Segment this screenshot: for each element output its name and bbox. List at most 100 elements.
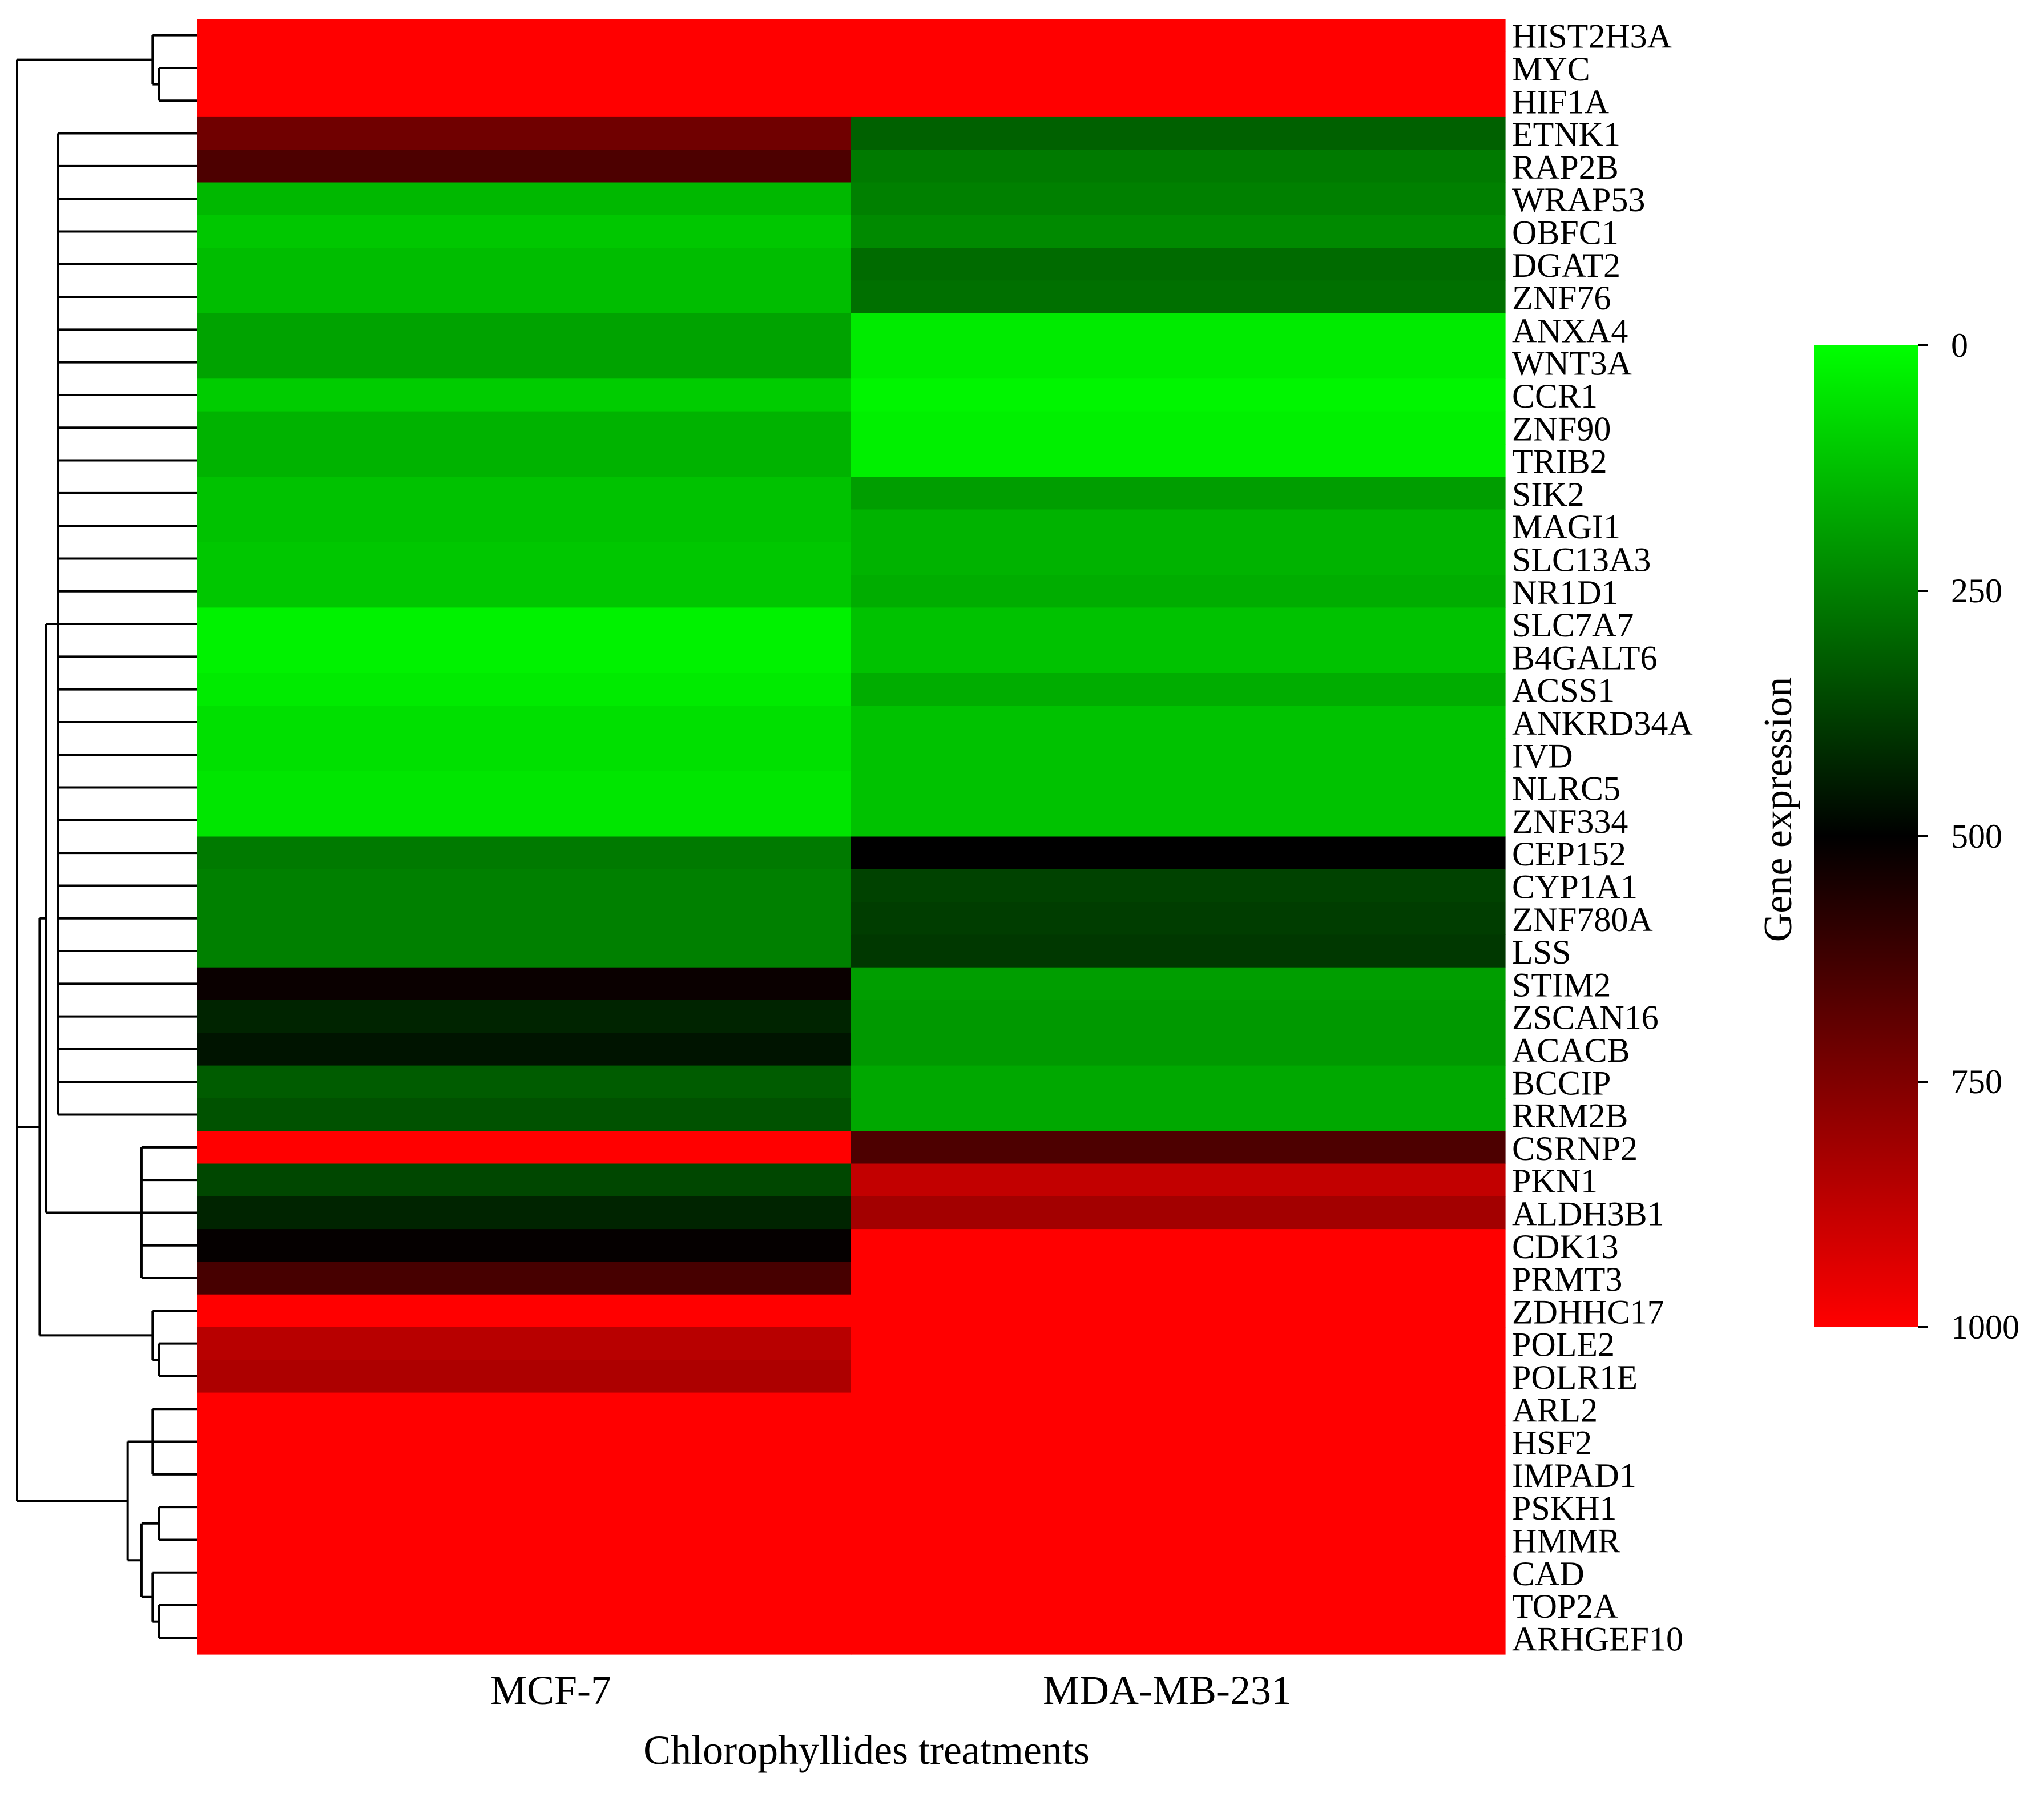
gene-label: ANKRD34A [1512,704,1693,742]
gene-label: B4GALT6 [1512,639,1657,676]
x-axis-title: Chlorophyllides treatments [643,1727,1090,1773]
colorbar-ticks: 0 250 500 750 1000 [1918,327,2019,1346]
heatmap-cell [851,575,1506,608]
colorbar-tick-label: 1000 [1951,1308,2019,1346]
gene-label: ANXA4 [1512,312,1628,349]
heatmap-cells [197,19,1506,1655]
colorbar-label: Gene expression [1756,677,1800,942]
gene-label: ZNF334 [1512,803,1628,840]
heatmap-cell [197,1229,852,1262]
heatmap-cell [851,738,1506,772]
gene-label: HIST2H3A [1512,18,1672,55]
gene-label: HSF2 [1512,1424,1592,1462]
heatmap-cell [197,1490,852,1524]
heatmap-cell [197,902,852,935]
heatmap-cell [851,1327,1506,1360]
gene-label: IMPAD1 [1512,1457,1636,1494]
gene-label: TOP2A [1512,1587,1618,1625]
heatmap-cell [851,673,1506,706]
heatmap-cell [197,869,852,902]
heatmap-cell [197,640,852,674]
gene-label: CEP152 [1512,835,1626,873]
heatmap-cell [197,1065,852,1099]
heatmap-cell [197,477,852,510]
gene-label: LSS [1512,933,1571,971]
gene-label: ACSS1 [1512,672,1615,710]
heatmap-cell [197,1163,852,1197]
gene-label: POLE2 [1512,1326,1615,1364]
colorbar-gradient [1814,345,1918,1327]
colorbar: 0 250 500 750 1000 Gene expression [1756,327,2019,1346]
heatmap-cell [197,444,852,477]
gene-label: CYP1A1 [1512,868,1638,905]
colorbar-tick-label: 0 [1951,327,1968,364]
heatmap-cell [851,934,1506,968]
heatmap-cell [851,1523,1506,1557]
heatmap-cell [197,836,852,870]
heatmap-cell [851,51,1506,85]
heatmap-cell [197,313,852,346]
heatmap-cell [851,19,1506,52]
gene-label: SLC7A7 [1512,606,1634,644]
gene-label: ARHGEF10 [1512,1620,1683,1658]
heatmap-cell [851,346,1506,379]
gene-label: CCR1 [1512,377,1598,415]
heatmap-cell [197,738,852,772]
heatmap-cell [197,150,852,183]
heatmap-cell [851,1294,1506,1328]
gene-label: PRMT3 [1512,1260,1622,1298]
heatmap-cell [851,1556,1506,1589]
heatmap-cell [851,1131,1506,1165]
heatmap-cell [851,1163,1506,1197]
colorbar-tick-label: 250 [1951,572,2002,610]
heatmap-cell [851,1098,1506,1131]
heatmap-cell [197,84,852,118]
heatmap-cell [197,1523,852,1557]
gene-label: MYC [1512,50,1590,88]
heatmap-cell [851,1392,1506,1426]
heatmap-cell [197,967,852,1001]
gene-labels: HIST2H3AMYCHIF1AETNK1RAP2BWRAP53OBFC1DGA… [1512,18,1693,1658]
gene-label: DGAT2 [1512,247,1620,284]
heatmap-cell [851,607,1506,641]
heatmap-cell [197,1000,852,1033]
heatmap-cell [851,1229,1506,1262]
gene-label: SLC13A3 [1512,541,1651,578]
heatmap-cell [197,673,852,706]
heatmap-cell [197,575,852,608]
heatmap-cell [851,869,1506,902]
heatmap-cell [197,1392,852,1426]
heatmap-cell [851,1065,1506,1099]
heatmap-cell [851,1458,1506,1492]
gene-label: MAGI1 [1512,508,1620,546]
heatmap-cell [197,1589,852,1622]
gene-label: RRM2B [1512,1097,1628,1135]
gene-label: IVD [1512,737,1573,775]
gene-label: ALDH3B1 [1512,1195,1664,1232]
heatmap-cell [197,1262,852,1295]
heatmap-cell [851,1589,1506,1622]
gene-label: TRIB2 [1512,443,1607,481]
colorbar-tick-label: 500 [1951,817,2002,855]
heatmap-cell [851,215,1506,248]
heatmap-cell [197,51,852,85]
heatmap-cell [851,1262,1506,1295]
heatmap-cell [851,1000,1506,1033]
heatmap-cell [197,542,852,575]
heatmap-cell [197,1556,852,1589]
heatmap-cell [197,934,852,968]
heatmap-cell [851,116,1506,150]
row-dendrogram [16,34,197,1639]
gene-label: ZSCAN16 [1512,999,1659,1037]
gene-label: ACACB [1512,1032,1630,1069]
heatmap-cell [197,509,852,543]
heatmap-cell [851,313,1506,346]
heatmap-cell [197,182,852,216]
heatmap-cell [851,411,1506,445]
heatmap-cell [851,509,1506,543]
gene-label: NLRC5 [1512,770,1620,808]
heatmap-cell [851,1490,1506,1524]
heatmap-cell [197,1294,852,1328]
gene-label: ZNF76 [1512,279,1611,317]
